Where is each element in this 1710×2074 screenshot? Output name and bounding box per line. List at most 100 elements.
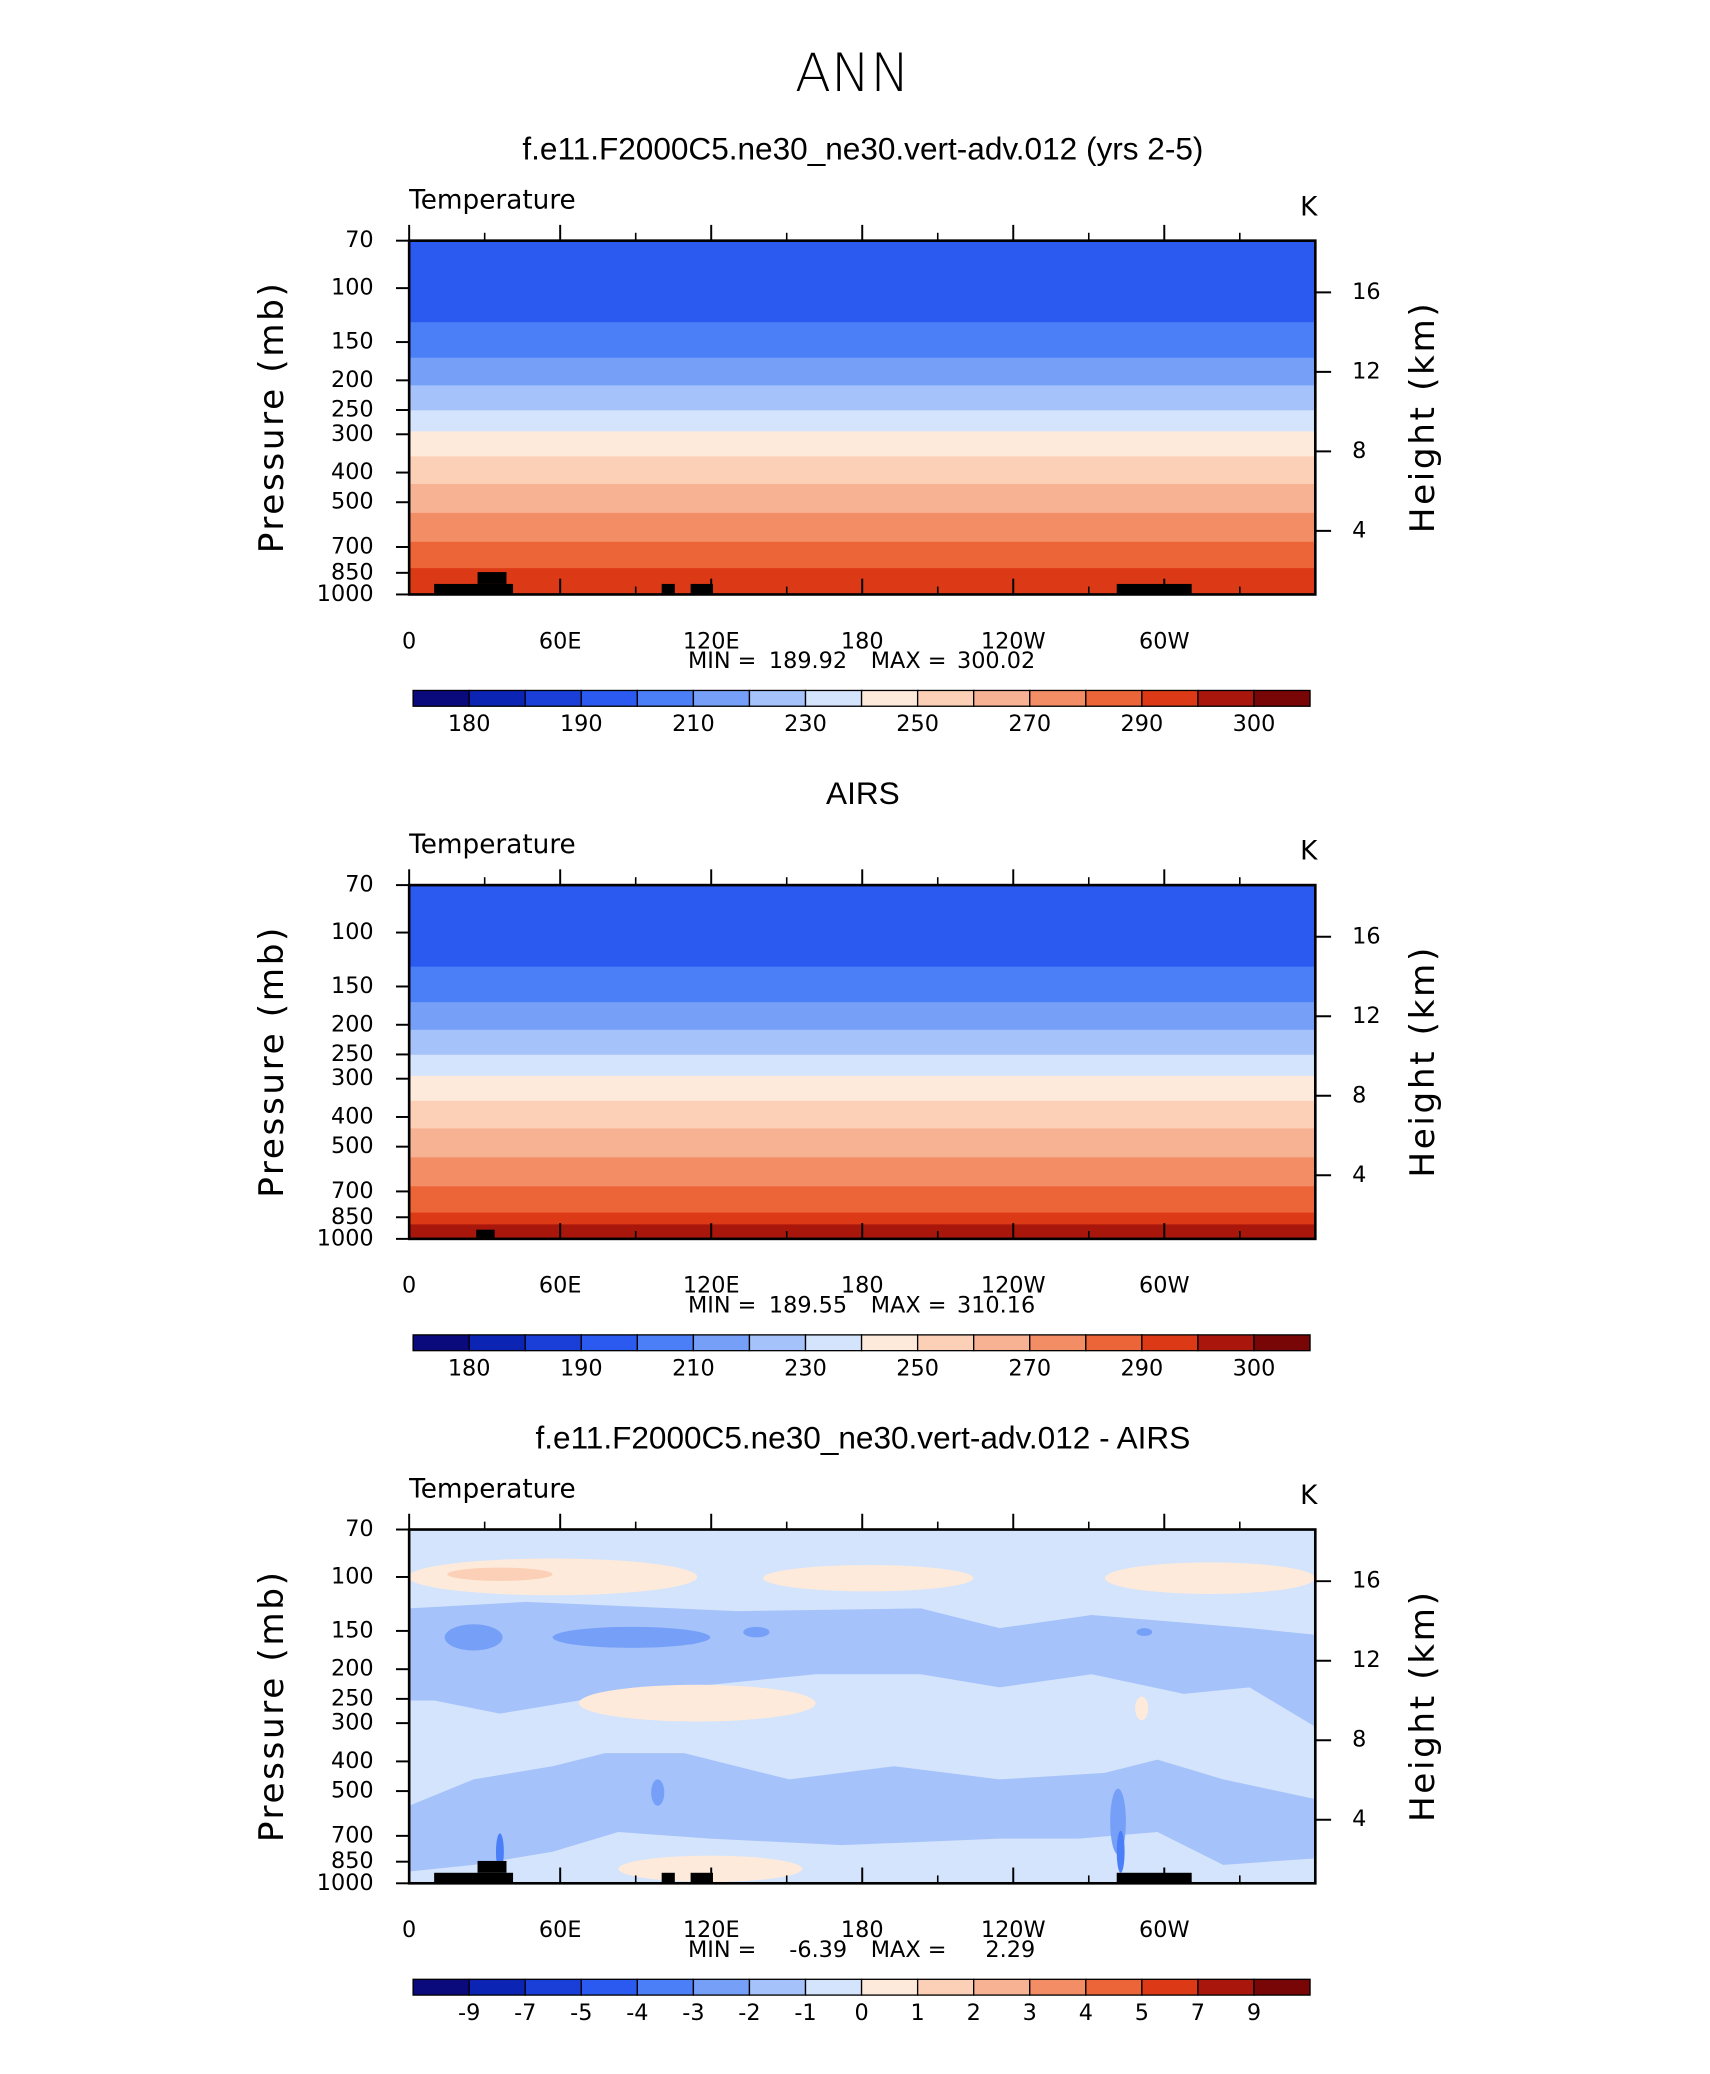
- colorbar-box: [1141, 1334, 1199, 1352]
- colorbar-box: [1197, 1334, 1255, 1352]
- max-label: MAX =: [871, 648, 947, 674]
- min-value: 189.92: [769, 648, 847, 674]
- colorbar-label: 300: [1233, 1356, 1276, 1382]
- colorbar-label: 290: [1121, 1356, 1164, 1382]
- y-tick-label: 1000: [317, 1225, 374, 1251]
- colorbar-box: [580, 1334, 638, 1352]
- x-tick-label: 120E: [683, 628, 740, 654]
- panel-title: f.e11.F2000C5.ne30_ne30.vert-adv.012 - A…: [536, 1419, 1191, 1455]
- colorbar-label: -5: [570, 2000, 592, 2026]
- max-value: 310.16: [957, 1292, 1035, 1318]
- contour-band: [409, 456, 1316, 485]
- colorbar-box: [468, 1334, 526, 1352]
- max-value: 300.02: [957, 648, 1035, 674]
- y2-tick-label: 8: [1352, 1727, 1366, 1753]
- contour-band: [409, 1558, 698, 1596]
- colorbar-box: [468, 1978, 526, 1996]
- colorbar-box: [636, 689, 695, 707]
- panel-title: AIRS: [826, 775, 900, 811]
- x-tick-label: 120W: [981, 628, 1046, 654]
- colorbar-box: [636, 1978, 695, 1996]
- colorbar-box: [692, 1978, 751, 1996]
- x-tick-label: 180: [841, 1917, 884, 1943]
- max-label: MAX =: [871, 1937, 947, 1963]
- colorbar-box: [580, 689, 638, 707]
- colorbar-box: [1029, 689, 1087, 707]
- contour-band: [409, 1100, 1316, 1130]
- colorbar-label: -1: [794, 2000, 816, 2026]
- y-tick-label: 150: [331, 1617, 374, 1643]
- colorbar-box: [1085, 689, 1143, 707]
- colorbar-box: [692, 689, 751, 707]
- colorbar-box: [1141, 689, 1199, 707]
- y-tick-label: 100: [331, 919, 374, 945]
- x-tick-label: 60W: [1139, 628, 1190, 654]
- y-tick-label: 850: [331, 1204, 374, 1230]
- colorbar-label: -9: [458, 2000, 480, 2026]
- terrain: [434, 583, 514, 595]
- subtitle: Temperature: [408, 830, 576, 860]
- x-tick-label: 120E: [683, 1917, 740, 1943]
- colorbar-label: 300: [1233, 711, 1276, 737]
- y-tick-label: 250: [331, 1041, 374, 1067]
- colorbar-box: [860, 1334, 919, 1352]
- min-label: MIN =: [688, 1937, 756, 1963]
- contour-band: [409, 1186, 1316, 1214]
- figure-title: ANN: [795, 43, 910, 104]
- y-tick-label: 250: [331, 397, 374, 423]
- terrain: [690, 583, 713, 595]
- terrain: [661, 583, 675, 595]
- contour-band: [409, 512, 1316, 543]
- colorbar-label: 180: [448, 1356, 491, 1382]
- colorbar-box: [468, 689, 526, 707]
- colorbar-label: 5: [1135, 2000, 1149, 2026]
- terrain: [477, 572, 507, 584]
- y-tick-label: 300: [331, 1065, 374, 1091]
- y-tick-label: 500: [331, 1133, 374, 1159]
- contour-band: [409, 1157, 1316, 1187]
- y2-tick-label: 12: [1352, 358, 1380, 384]
- colorbar-label: 210: [672, 1356, 715, 1382]
- x-tick-label: 60W: [1139, 1917, 1190, 1943]
- colorbar-label: -4: [626, 2000, 648, 2026]
- contour-band: [743, 1626, 770, 1638]
- terrain: [477, 1860, 507, 1873]
- y2-tick-label: 8: [1352, 1082, 1366, 1108]
- colorbar-box: [916, 1334, 975, 1352]
- colorbar-box: [1197, 689, 1255, 707]
- colorbar-box: [804, 1334, 863, 1352]
- contour-band: [409, 1054, 1316, 1077]
- x-tick-label: 180: [841, 628, 884, 654]
- contour-band: [409, 885, 1316, 968]
- colorbar-box: [412, 1978, 470, 1996]
- colorbar-box: [1253, 1334, 1311, 1352]
- colorbar-box: [1253, 689, 1311, 707]
- y-tick-label: 70: [345, 227, 373, 253]
- colorbar-box: [1029, 1978, 1087, 1996]
- colorbar-label: 4: [1079, 2000, 1093, 2026]
- contour-band: [409, 966, 1316, 1003]
- colorbar-box: [636, 1334, 695, 1352]
- x-tick-label: 0: [402, 1917, 416, 1943]
- y-tick-label: 300: [331, 421, 374, 447]
- contour-band: [578, 1684, 816, 1722]
- terrain: [434, 1872, 514, 1884]
- colorbar-label: 2: [967, 2000, 981, 2026]
- y-tick-label: 700: [331, 1822, 374, 1848]
- x-tick-label: 180: [841, 1273, 884, 1299]
- y2-axis-label: Height (km): [1403, 1589, 1443, 1822]
- colorbar-label: 3: [1023, 2000, 1037, 2026]
- terrain: [661, 1872, 675, 1884]
- subtitle: Temperature: [408, 186, 576, 216]
- y-tick-label: 250: [331, 1685, 374, 1711]
- colorbar-label: 9: [1247, 2000, 1261, 2026]
- colorbar-box: [860, 1978, 919, 1996]
- colorbar-box: [1253, 1978, 1311, 1996]
- y-tick-label: 500: [331, 1778, 374, 1804]
- contour-band: [409, 240, 1316, 323]
- colorbar-label: 250: [896, 711, 939, 737]
- colorbar-label: 250: [896, 1356, 939, 1382]
- panel: f.e11.F2000C5.ne30_ne30.vert-adv.012 - A…: [252, 1419, 1443, 2026]
- y-tick-label: 850: [331, 1848, 374, 1874]
